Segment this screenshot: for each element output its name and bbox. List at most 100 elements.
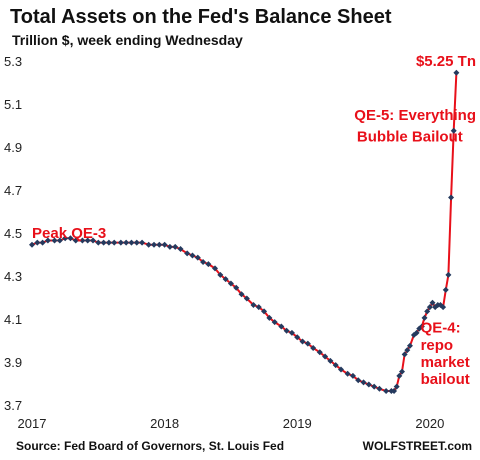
y-tick-label: 4.7	[4, 183, 22, 198]
data-point	[310, 344, 317, 351]
data-point	[349, 372, 356, 379]
y-tick-label: 5.1	[4, 97, 22, 112]
data-point	[194, 254, 201, 261]
data-point	[448, 194, 455, 201]
data-point	[62, 235, 69, 242]
data-point	[332, 362, 339, 369]
x-tick-label: 2018	[150, 416, 179, 431]
data-point	[123, 239, 130, 246]
annotations: Peak QE-3 QE-5: Everything Bubble Bailout $…	[32, 53, 476, 388]
data-point	[111, 239, 118, 246]
y-tick-label: 4.3	[4, 269, 22, 284]
y-tick-label: 4.5	[4, 226, 22, 241]
data-point	[156, 241, 163, 248]
annotation-label: QE-4:	[421, 320, 461, 337]
data-point	[95, 239, 102, 246]
data-point	[316, 349, 323, 356]
data-point	[453, 69, 460, 76]
data-point	[133, 239, 140, 246]
annotation-label: market	[421, 354, 470, 371]
x-tick-label: 2019	[283, 416, 312, 431]
data-point	[421, 314, 428, 321]
data-point	[322, 353, 329, 360]
data-point	[450, 127, 457, 134]
y-tick-label: 4.9	[4, 140, 22, 155]
data-point	[424, 308, 431, 315]
data-point	[39, 239, 46, 246]
data-point	[200, 258, 207, 265]
y-axis-ticks: 3.7 3.9 4.1 4.3 4.5 4.7 4.9 5.1 5.3	[4, 54, 22, 413]
brand-label: WOLFSTREET.com	[363, 439, 472, 453]
data-point	[117, 239, 124, 246]
data-point	[283, 327, 290, 334]
data-point	[79, 237, 86, 244]
annotation-label: Bubble Bailout	[357, 128, 463, 145]
data-point	[34, 239, 41, 246]
data-point	[255, 304, 262, 311]
data-point	[212, 265, 219, 272]
data-point	[445, 271, 452, 278]
data-point	[413, 329, 420, 336]
data-point	[205, 261, 212, 268]
data-point	[327, 357, 334, 364]
data-point	[56, 237, 63, 244]
y-tick-label: 3.9	[4, 355, 22, 370]
data-point	[151, 241, 158, 248]
data-point	[360, 379, 367, 386]
data-point	[371, 383, 378, 390]
data-point	[271, 319, 278, 326]
data-point	[406, 342, 413, 349]
annotation-label: Peak QE-3	[32, 225, 106, 242]
data-point	[222, 276, 229, 283]
data-point	[105, 239, 112, 246]
data-point	[404, 347, 411, 354]
data-point	[233, 284, 240, 291]
x-tick-label: 2020	[415, 416, 444, 431]
data-point	[250, 301, 257, 308]
chart-subtitle: Trillion $, week ending Wednesday	[12, 32, 243, 48]
data-point	[442, 286, 449, 293]
data-point	[100, 239, 107, 246]
data-point	[90, 237, 97, 244]
data-point	[161, 241, 168, 248]
y-tick-label: 3.7	[4, 398, 22, 413]
data-point	[294, 334, 301, 341]
source-note: Source: Fed Board of Governors, St. Loui…	[16, 439, 284, 453]
data-point	[238, 291, 245, 298]
data-point	[177, 246, 184, 253]
data-point	[67, 235, 74, 242]
data-point	[139, 239, 146, 246]
data-point	[440, 304, 447, 311]
x-tick-label: 2017	[18, 416, 47, 431]
data-point	[337, 366, 344, 373]
data-point	[418, 323, 425, 330]
x-axis-ticks: 2017 2018 2019 2020	[18, 416, 445, 431]
data-point	[288, 329, 295, 336]
data-point	[184, 250, 191, 257]
data-point	[29, 241, 35, 248]
data-point	[278, 323, 285, 330]
data-point	[166, 243, 173, 250]
data-point	[189, 252, 196, 259]
data-point	[391, 387, 398, 394]
data-point	[396, 372, 403, 379]
y-tick-label: 5.3	[4, 54, 22, 69]
data-point	[243, 295, 250, 302]
data-point	[401, 351, 408, 358]
data-point	[172, 243, 179, 250]
data-point	[398, 368, 405, 375]
data-point	[429, 299, 436, 306]
data-point	[128, 239, 135, 246]
annotation-label: bailout	[421, 371, 470, 388]
annotation-label: QE-5: Everything	[354, 107, 476, 124]
data-point	[426, 304, 433, 311]
data-point	[355, 377, 362, 384]
data-point	[51, 237, 58, 244]
data-point	[145, 241, 152, 248]
data-point	[266, 314, 273, 321]
data-point	[84, 237, 91, 244]
data-point	[261, 308, 268, 315]
data-point	[393, 383, 400, 390]
data-point	[227, 280, 234, 287]
data-point	[383, 387, 390, 394]
